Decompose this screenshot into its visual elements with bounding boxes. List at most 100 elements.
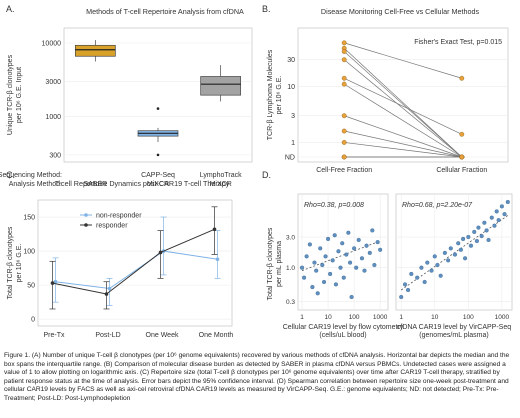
chart-b-point [459,75,465,81]
chart-a-xlabel-analysis: MiXCR [210,181,232,188]
chart-d2-point [466,234,471,240]
chart-d1-xlabel: Cellular CAR19 level by flow cytometry [283,324,404,331]
chart-d2-point [448,246,453,251]
chart-c-series-line [55,250,218,290]
chart-d2-point [415,275,420,280]
chart-d2-xtick: 1 [399,314,403,321]
chart-a-xlabel-analysis: MiXCR [147,181,169,188]
chart-d-ylabel: per mL plasma [276,241,283,287]
chart-c-xtick: Pre-Tx [44,332,66,339]
chart-c-point [107,286,112,291]
chart-c-series-line [52,228,215,295]
chart-d1-xtick: 1 [300,314,304,321]
chart-c-legend-label: non-responder [96,213,142,220]
chart-a-xlabel-analysis: SABER [83,181,107,188]
chart-b-ytick: ND [285,155,295,162]
chart-d2-point [494,209,499,214]
chart-b-point [341,154,347,160]
chart-d2-point [463,256,468,261]
chart-b-ylabel: per 10⁶ G.E. [276,76,283,115]
chart-d2-point [456,241,461,246]
chart-d1-point [354,265,359,270]
chart-d2-point [399,294,404,300]
chart-d1-point [328,271,333,276]
chart-d1-point [364,243,369,248]
chart-c-title: T-cell Repertoire Dynamics post-CAR19 T-… [55,179,230,188]
chart-d1-point [375,240,380,245]
chart-a-box [74,44,116,57]
chart-a-rowlabel: Sequencing Method: [0,172,62,179]
chart-b-xtick: Cellular Fraction [436,167,487,174]
chart-c-legend-swatch [84,213,88,217]
chart-d2-point [479,234,484,239]
chart-c-xtick: Post-LD [95,332,120,339]
chart-b-pair-line [344,130,462,158]
chart-b-point [341,75,347,81]
chart-b-point [459,131,465,137]
chart-d1-point [320,262,325,268]
chart-d1-point [333,282,338,287]
chart-d2-point [432,254,437,259]
chart-b-pair-line [344,42,462,79]
chart-c-xtick: One Month [199,332,234,339]
chart-d2-point [438,273,443,278]
chart-d1-annotation: Rho=0.38, p=0.008 [304,202,364,209]
chart-b-pair-line [343,59,463,158]
chart-d1-point [359,256,365,261]
chart-d2-xtick: 10 [431,314,439,321]
chart-b-ytick: 1 [291,140,295,147]
chart-c-xtick: One Week [146,332,179,339]
chart-c-point [53,279,58,284]
chart-b-ytick: 3 [291,113,295,120]
chart-a-box [200,76,242,96]
chart-d2-point [442,250,447,255]
chart-c-point [104,292,109,296]
chart-d2-point [496,218,501,223]
chart-c-ylabel: per 10⁶ G.E. [16,244,23,283]
chart-b-ytick: 10 [287,84,295,91]
chart-d1-point [326,236,331,242]
chart-d1-point [318,246,323,251]
chart-a-title: Methods of T-cell Repertoire Analysis fr… [86,7,244,16]
panel-label-b: B. [262,4,271,14]
chart-d2-point [402,282,408,287]
chart-d2-xlabel: cfDNA CAR19 level by VirCAPP-Seq [397,324,511,331]
chart-d2-point [406,287,411,293]
chart-d1-point [332,233,337,238]
chart-d2-xtick: 1000 [495,314,510,321]
chart-d1-ytick: 3.0 [286,235,295,242]
chart-d2-point [446,258,451,263]
chart-d2-point [452,252,458,257]
chart-c-legend-swatch [84,223,88,227]
chart-b-annotation: Fisher's Exact Test, p=0.015 [414,39,502,46]
chart-b-point [459,154,465,160]
chart-d1-point [349,294,354,300]
chart-c-point [50,281,55,285]
chart-b-xtick: Cell-Free Fraction [316,167,372,174]
chart-c-ytick: 150 [23,215,35,222]
chart-b-pair-line [343,48,463,158]
chart-c-point [215,257,220,262]
chart-d1-point [344,252,349,257]
chart-d2-point [484,228,489,233]
chart-d2-point [482,220,487,225]
chart-d2-point [419,265,424,270]
chart-d1-frame [297,193,389,311]
chart-d1-point [302,275,307,280]
chart-d1-point [312,260,317,265]
chart-a-ytick: 10000 [42,40,62,47]
chart-d1-point [321,279,327,285]
chart-d1-point [367,250,372,255]
chart-b-ytick: 30 [287,57,295,64]
chart-c-frame [37,199,233,327]
chart-a-xlabel-seq: CAPP-Seq [141,172,175,179]
chart-d1-point [370,228,375,233]
chart-d2-point [458,247,463,252]
chart-a-rowlabel: Analysis Method: [9,181,62,188]
chart-b-pair-line [344,77,462,135]
chart-c-point [158,250,163,255]
chart-d1-point [299,265,305,270]
chart-d1-point [362,268,367,273]
chart-a-ytick: 3000 [45,79,61,86]
chart-d2-frame [395,193,513,311]
